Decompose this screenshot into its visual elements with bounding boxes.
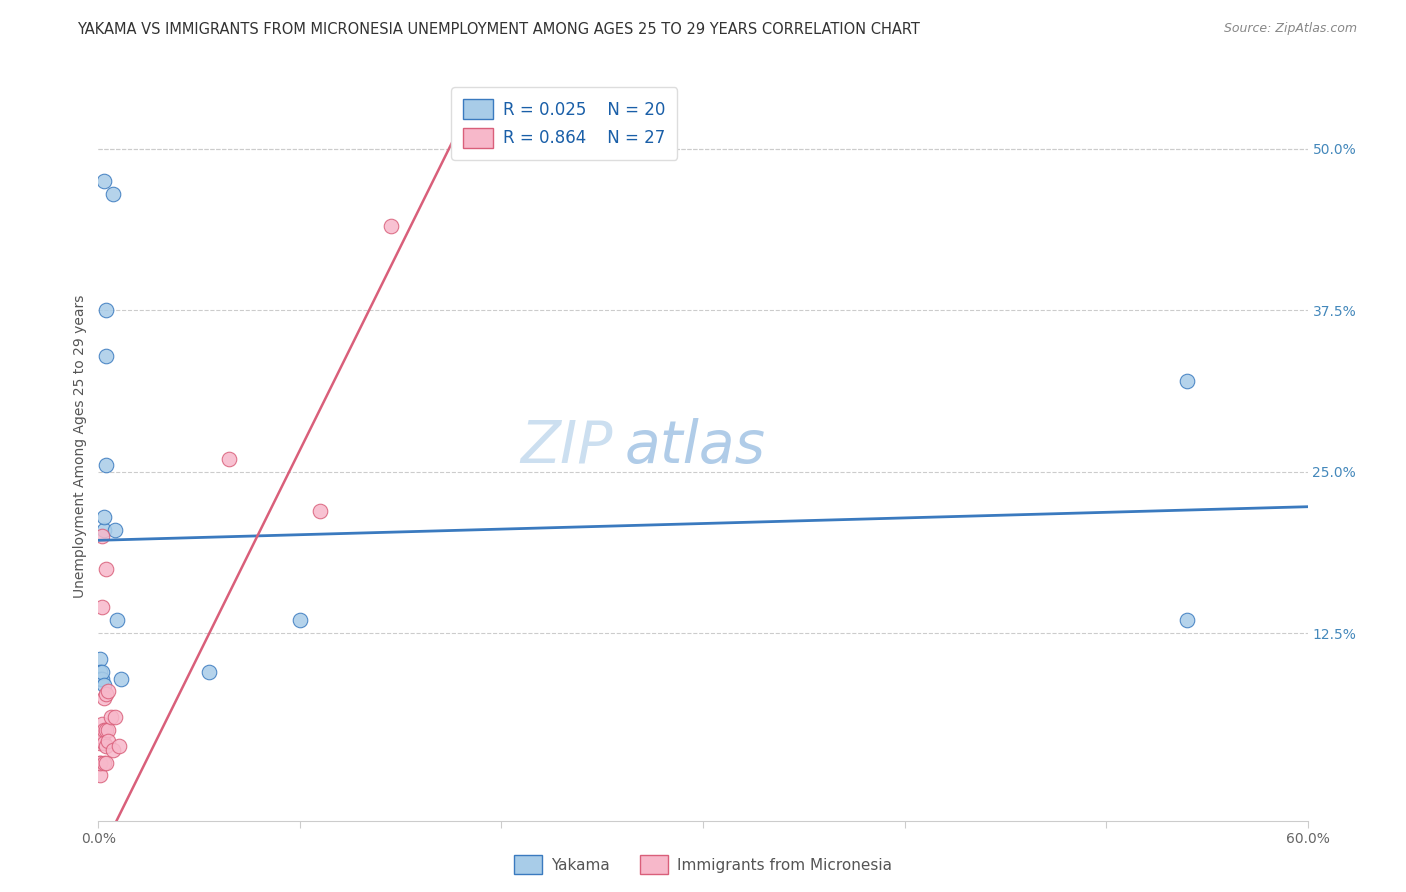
Point — [91, 665, 114, 679]
Point — [89, 756, 111, 770]
Point — [93, 736, 115, 750]
Point — [91, 730, 114, 744]
Point — [100, 710, 122, 724]
Point — [96, 303, 118, 318]
Point — [110, 672, 132, 686]
Point — [101, 742, 124, 756]
Point — [89, 768, 111, 782]
Point — [93, 756, 115, 770]
Point — [198, 665, 221, 679]
Point — [91, 529, 114, 543]
Point — [89, 652, 111, 666]
Text: ZIP: ZIP — [520, 417, 613, 475]
Legend: R = 0.025    N = 20, R = 0.864    N = 27: R = 0.025 N = 20, R = 0.864 N = 27 — [451, 87, 678, 160]
Point — [96, 687, 118, 701]
Point — [103, 710, 125, 724]
Point — [309, 503, 332, 517]
Text: atlas: atlas — [624, 417, 765, 475]
Point — [93, 510, 115, 524]
Point — [103, 523, 125, 537]
Point — [93, 723, 115, 738]
Point — [89, 756, 111, 770]
Point — [96, 756, 118, 770]
Text: Source: ZipAtlas.com: Source: ZipAtlas.com — [1223, 22, 1357, 36]
Point — [107, 739, 129, 753]
Point — [218, 451, 240, 466]
Point — [97, 723, 120, 738]
Point — [93, 174, 115, 188]
Point — [89, 665, 111, 679]
Point — [1175, 614, 1198, 628]
Point — [101, 187, 124, 202]
Point — [96, 723, 118, 738]
Point — [97, 684, 120, 698]
Point — [89, 736, 111, 750]
Point — [91, 716, 114, 731]
Point — [93, 523, 115, 537]
Legend: Yakama, Immigrants from Micronesia: Yakama, Immigrants from Micronesia — [508, 849, 898, 880]
Y-axis label: Unemployment Among Ages 25 to 29 years: Unemployment Among Ages 25 to 29 years — [73, 294, 87, 598]
Point — [380, 219, 402, 234]
Point — [97, 733, 120, 747]
Point — [93, 690, 115, 705]
Point — [288, 614, 311, 628]
Point — [105, 614, 128, 628]
Point — [96, 458, 118, 473]
Point — [96, 739, 118, 753]
Text: YAKAMA VS IMMIGRANTS FROM MICRONESIA UNEMPLOYMENT AMONG AGES 25 TO 29 YEARS CORR: YAKAMA VS IMMIGRANTS FROM MICRONESIA UNE… — [77, 22, 920, 37]
Point — [96, 349, 118, 363]
Point — [91, 672, 114, 686]
Point — [89, 672, 111, 686]
Point — [91, 600, 114, 615]
Point — [93, 678, 115, 692]
Point — [96, 562, 118, 576]
Point — [1175, 375, 1198, 389]
